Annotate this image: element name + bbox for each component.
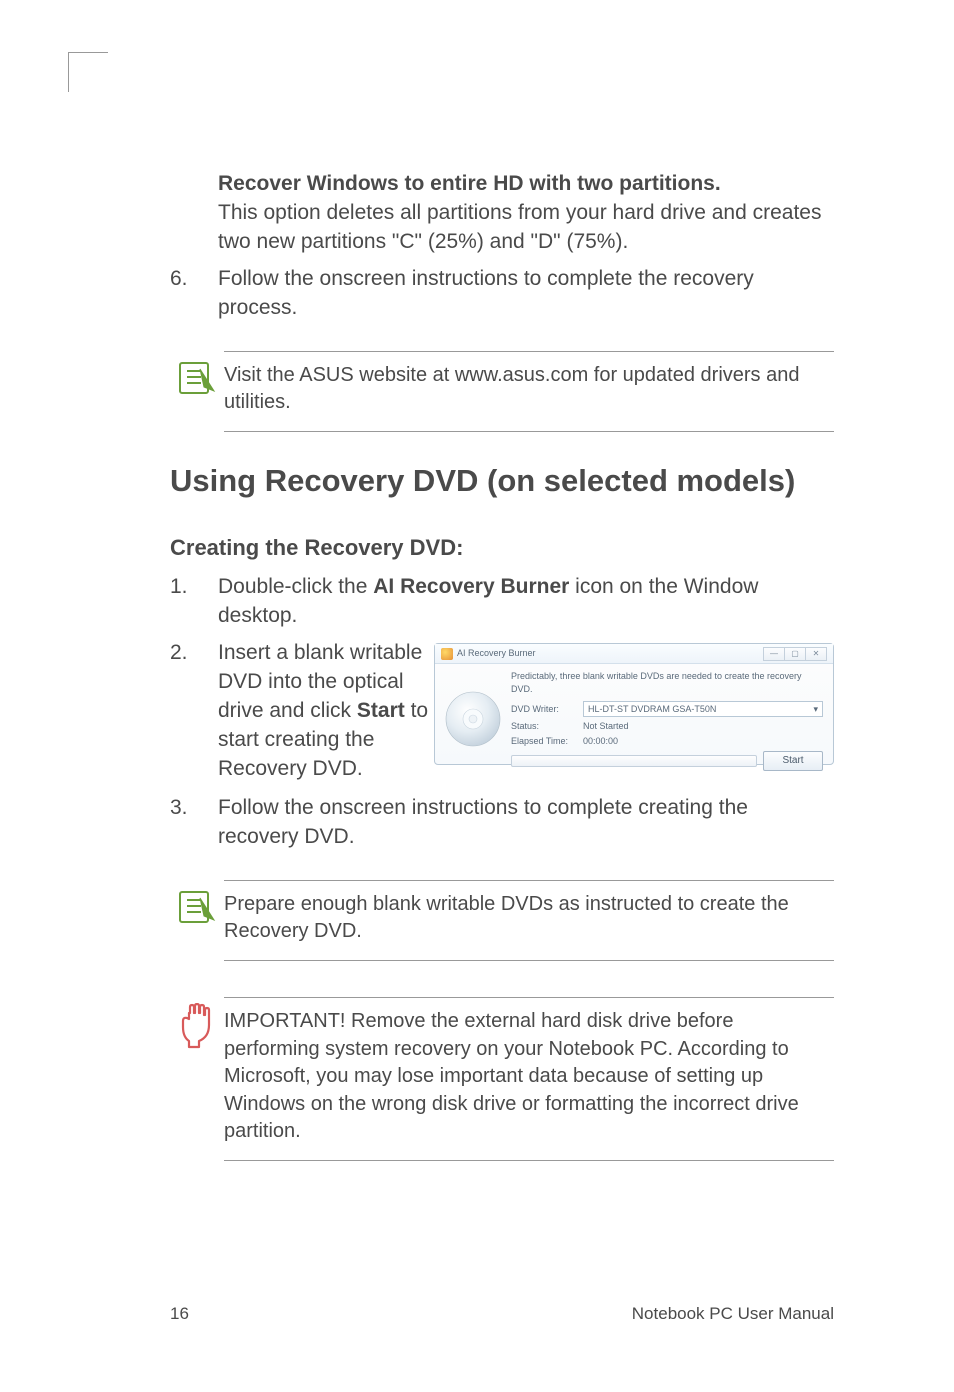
list-body: Insert a blank writable DVD into the opt… (218, 639, 834, 784)
option-description: This option deletes all partitions from … (218, 199, 834, 257)
disc-image (441, 668, 505, 771)
window-controls: — ▢ ✕ (764, 647, 827, 661)
important-icon (170, 997, 224, 1051)
maximize-button[interactable]: ▢ (784, 647, 806, 661)
note-block: Prepare enough blank writable DVDs as in… (170, 880, 834, 961)
status-value: Not Started (583, 720, 629, 732)
subsection-heading: Creating the Recovery DVD: (170, 533, 834, 563)
minimize-button[interactable]: — (763, 647, 785, 661)
option-title: Recover Windows to entire HD with two pa… (218, 170, 834, 199)
list-body: Double-click the AI Recovery Burner icon… (218, 573, 834, 631)
list-item: 3. Follow the onscreen instructions to c… (170, 794, 834, 852)
progress-row: Start (511, 751, 823, 771)
list-item: 6. Follow the onscreen instructions to c… (170, 265, 834, 323)
ai-recovery-burner-window: AI Recovery Burner — ▢ ✕ (434, 643, 834, 765)
app-icon (441, 648, 453, 660)
start-button[interactable]: Start (763, 751, 823, 771)
note-block: Visit the ASUS website at www.asus.com f… (170, 351, 834, 432)
window-title: AI Recovery Burner (457, 647, 764, 659)
list-number: 2. (170, 639, 218, 784)
field-label: Status: (511, 720, 583, 732)
important-text: IMPORTANT! Remove the external hard disk… (224, 997, 834, 1161)
note-text: Visit the ASUS website at www.asus.com f… (224, 351, 834, 432)
info-message: Predictably, three blank writable DVDs a… (511, 670, 823, 695)
text-bold: Start (357, 699, 405, 722)
recovery-option-block: Recover Windows to entire HD with two pa… (170, 170, 834, 257)
note-icon (170, 880, 224, 928)
chevron-down-icon: ▾ (813, 703, 818, 715)
close-button[interactable]: ✕ (805, 647, 827, 661)
list-body: Follow the onscreen instructions to comp… (218, 794, 834, 852)
field-row: Elapsed Time: 00:00:00 (511, 735, 823, 747)
wrapped-text: Insert a blank writable DVD into the opt… (218, 639, 448, 784)
window-titlebar: AI Recovery Burner — ▢ ✕ (435, 644, 833, 664)
field-label: DVD Writer: (511, 703, 583, 715)
text-bold: AI Recovery Burner (373, 575, 569, 598)
window-fields: Predictably, three blank writable DVDs a… (511, 668, 823, 771)
list-number: 3. (170, 794, 218, 852)
select-value: HL-DT-ST DVDRAM GSA-T50N (588, 703, 716, 715)
field-row: Status: Not Started (511, 720, 823, 732)
list-number: 6. (170, 265, 218, 323)
text-fragment: Double-click the (218, 575, 373, 598)
note-text: Prepare enough blank writable DVDs as in… (224, 880, 834, 961)
elapsed-value: 00:00:00 (583, 735, 618, 747)
important-block: IMPORTANT! Remove the external hard disk… (170, 997, 834, 1161)
dvd-writer-select[interactable]: HL-DT-ST DVDRAM GSA-T50N ▾ (583, 701, 823, 717)
progress-bar (511, 755, 757, 767)
list-body: Follow the onscreen instructions to comp… (218, 265, 834, 323)
note-icon (170, 351, 224, 399)
list-item: 1. Double-click the AI Recovery Burner i… (170, 573, 834, 631)
footer-label: Notebook PC User Manual (632, 1304, 834, 1324)
document-page: Recover Windows to entire HD with two pa… (0, 0, 954, 1392)
page-footer: 16 Notebook PC User Manual (170, 1304, 834, 1324)
page-number: 16 (170, 1304, 189, 1324)
field-label: Elapsed Time: (511, 735, 583, 747)
field-row: DVD Writer: HL-DT-ST DVDRAM GSA-T50N ▾ (511, 701, 823, 717)
section-heading: Using Recovery DVD (on selected models) (170, 460, 834, 503)
list-item: 2. Insert a blank writable DVD into the … (170, 639, 834, 784)
list-number: 1. (170, 573, 218, 631)
page-content: Recover Windows to entire HD with two pa… (170, 170, 834, 1161)
window-body: Predictably, three blank writable DVDs a… (435, 664, 833, 777)
